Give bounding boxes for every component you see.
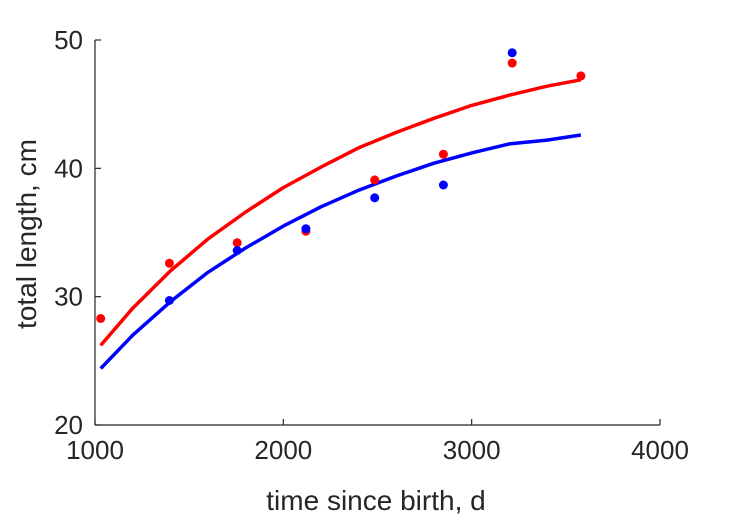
data-point-red [232, 238, 242, 248]
data-point-red [96, 314, 106, 323]
y-tick-label: 40 [54, 153, 83, 183]
data-point-blue [301, 224, 311, 234]
x-tick-label: 2000 [254, 435, 312, 465]
fit-curve-blue [99, 133, 582, 370]
data-point-blue [164, 296, 174, 305]
x-tick-label: 4000 [631, 435, 689, 465]
data-point-red [507, 58, 517, 68]
data-point-red [370, 175, 380, 185]
x-axis-title: time since birth, d [266, 485, 485, 516]
y-tick-label: 30 [54, 282, 83, 312]
fit-curves [99, 78, 582, 370]
x-tick-label: 3000 [443, 435, 501, 465]
data-point-blue [370, 193, 380, 203]
data-point-red [576, 71, 586, 81]
x-tick-label: 1000 [66, 435, 124, 465]
fit-curve-red [99, 78, 582, 347]
y-axis-title: total length, cm [11, 139, 42, 329]
data-point-red [438, 149, 448, 159]
data-point-blue [232, 246, 242, 255]
data-point-blue [507, 48, 517, 58]
data-points [96, 48, 586, 323]
y-tick-label: 50 [54, 25, 83, 55]
data-point-blue [438, 180, 448, 190]
y-tick-label: 20 [54, 410, 83, 440]
data-point-red [164, 258, 174, 268]
axes: 1000 2000 3000 4000 20 30 40 50 [54, 25, 689, 465]
